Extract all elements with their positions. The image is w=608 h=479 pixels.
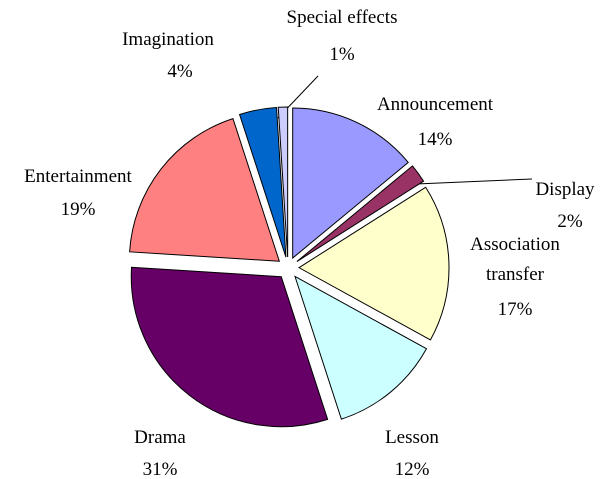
pie-slice: [277, 106, 289, 258]
value-label: 31%: [142, 459, 178, 479]
slice-label: Lesson: [385, 427, 439, 448]
value-label: 1%: [329, 44, 355, 65]
slice-label: Association transfer: [470, 234, 560, 285]
leader-line: [415, 178, 533, 185]
value-label: 2%: [557, 211, 583, 232]
slice-label: Entertainment: [24, 166, 132, 187]
slice-label: Display: [535, 179, 595, 200]
slice-label: Announcement: [376, 94, 494, 115]
pie-slice: [298, 186, 450, 341]
slice-label: Drama: [134, 427, 186, 448]
pie-slice: [296, 165, 425, 262]
value-label: 12%: [394, 459, 430, 479]
pie-slice: [294, 275, 428, 420]
slice-label: Imagination: [122, 29, 214, 50]
pie-slice: [238, 106, 287, 258]
value-label: 4%: [167, 61, 193, 82]
pie-slice: [129, 117, 281, 262]
value-label: 19%: [60, 199, 96, 220]
pie-slice: [292, 107, 409, 260]
value-label: 17%: [497, 299, 533, 320]
value-label: 14%: [417, 129, 453, 150]
slice-label: Special effects: [286, 7, 398, 28]
pie-slice: [130, 266, 329, 428]
